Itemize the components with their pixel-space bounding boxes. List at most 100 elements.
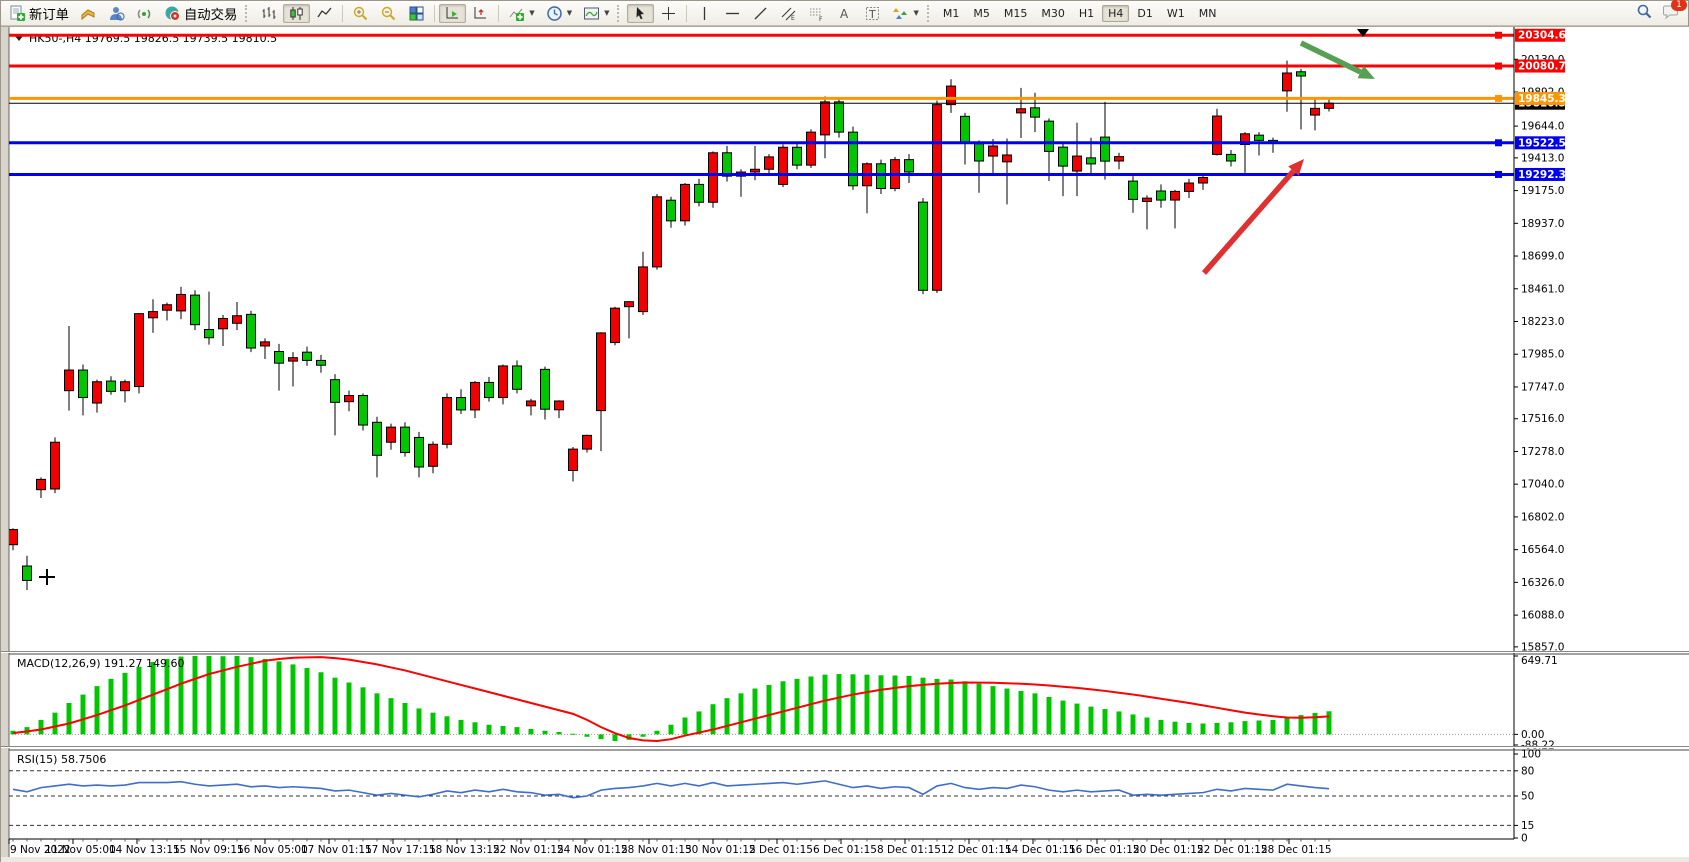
timeframe-M5[interactable]: M5 — [973, 6, 990, 20]
svg-text:50: 50 — [1521, 791, 1534, 803]
cursor-tool-icon[interactable] — [627, 3, 655, 23]
price-tag-19845.3: 19845.3 — [1515, 91, 1566, 105]
bar-chart-type-icon[interactable] — [255, 4, 282, 23]
svg-text:14 Nov 13:15: 14 Nov 13:15 — [109, 844, 180, 856]
svg-text:16 Dec 01:15: 16 Dec 01:15 — [1069, 844, 1140, 856]
svg-text:20 Dec 01:15: 20 Dec 01:15 — [1133, 844, 1204, 856]
toolbar-separator — [498, 4, 500, 22]
zoom-in-icon[interactable] — [347, 4, 374, 23]
svg-text:0: 0 — [1521, 833, 1528, 845]
toolbar-separator — [686, 4, 688, 22]
notification-badge: 1 — [1671, 0, 1687, 11]
templates-button[interactable]: ▼ — [578, 2, 614, 24]
timeframe-MN[interactable]: MN — [1198, 6, 1217, 20]
svg-text:17 Nov 01:15: 17 Nov 01:15 — [301, 844, 372, 856]
timeframe-H1[interactable]: H1 — [1078, 6, 1095, 20]
svg-text:T: T — [868, 8, 876, 21]
search-icon[interactable] — [1636, 3, 1653, 20]
indicators-icon — [508, 5, 525, 22]
timeframe-M30[interactable]: M30 — [1041, 6, 1065, 20]
svg-text:18223.0: 18223.0 — [1521, 316, 1564, 328]
svg-text:8 Dec 01:15: 8 Dec 01:15 — [877, 844, 941, 856]
rsi-pane: RSI(15) 58.7506 100 80 50 150 — [1, 746, 1689, 845]
line-chart-type-icon[interactable] — [311, 4, 338, 23]
trendline-tool-icon[interactable] — [747, 4, 774, 23]
svg-text:649.71: 649.71 — [1521, 655, 1558, 667]
auto-scroll-icon[interactable] — [439, 3, 467, 23]
toolbar-separator — [342, 4, 344, 22]
chart-background: HK50-,H4 19769.5 19826.5 19739.5 19810.5 — [1, 26, 1689, 862]
price-axis[interactable]: 20130.019892.019644.019413.019175.018937… — [1513, 27, 1566, 839]
timeframe-W1[interactable]: W1 — [1166, 6, 1185, 20]
price-tag-20304.6: 20304.6 — [1515, 28, 1566, 42]
new-order-button[interactable]: 新订单 — [4, 3, 74, 23]
text-label-tool-icon[interactable]: T — [859, 4, 886, 23]
annotations-layer[interactable] — [39, 29, 1375, 585]
autotrading-label: 自动交易 — [183, 6, 238, 22]
svg-text:20080.7: 20080.7 — [1518, 61, 1566, 73]
svg-text:17747.0: 17747.0 — [1521, 381, 1564, 393]
svg-text:28 Nov 01:15: 28 Nov 01:15 — [621, 844, 692, 856]
svg-text:18461.0: 18461.0 — [1521, 283, 1564, 295]
timeframe-H4[interactable]: H4 — [1102, 4, 1130, 22]
svg-text:6 Dec 01:15: 6 Dec 01:15 — [813, 844, 877, 856]
timeframe-D1[interactable]: D1 — [1137, 6, 1153, 20]
fibonacci-tool-icon[interactable]: F — [803, 4, 830, 23]
clock-icon — [546, 5, 563, 22]
mql-community-icon[interactable] — [103, 4, 130, 23]
svg-text:17985.0: 17985.0 — [1521, 349, 1564, 361]
svg-text:2 Dec 01:15: 2 Dec 01:15 — [749, 844, 813, 856]
zoom-out-icon[interactable] — [375, 4, 402, 23]
candles-layer — [9, 60, 1334, 591]
history-center-icon[interactable] — [75, 4, 102, 23]
svg-text:19413.0: 19413.0 — [1521, 152, 1564, 164]
candlestick-chart-type-icon[interactable] — [283, 3, 311, 23]
svg-text:30 Nov 01:15: 30 Nov 01:15 — [685, 844, 756, 856]
svg-text:22 Nov 01:15: 22 Nov 01:15 — [493, 844, 564, 856]
svg-text:14 Dec 01:15: 14 Dec 01:15 — [1005, 844, 1076, 856]
timeframe-M15[interactable]: M15 — [1003, 6, 1028, 20]
equidistant-channel-tool-icon[interactable]: E — [775, 4, 802, 23]
svg-text:17 Nov 17:15: 17 Nov 17:15 — [365, 844, 436, 856]
arrows-tool-button[interactable]: ▼ — [887, 2, 923, 24]
tile-windows-icon[interactable] — [403, 4, 430, 23]
periods-button[interactable]: ▼ — [541, 2, 577, 24]
toolbar-grip[interactable] — [926, 4, 934, 22]
dropdown-caret-icon: ▼ — [913, 9, 919, 17]
chart-shift-icon[interactable] — [467, 4, 494, 23]
svg-text:19175.0: 19175.0 — [1521, 185, 1564, 197]
crosshair-tool-icon[interactable] — [655, 4, 682, 23]
text-tool-icon[interactable]: A — [831, 4, 858, 23]
toolbar-right-group: 1 — [1636, 0, 1687, 20]
svg-text:16564.0: 16564.0 — [1521, 544, 1564, 556]
notifications-button[interactable]: 1 — [1663, 0, 1687, 20]
svg-text:12 Dec 01:15: 12 Dec 01:15 — [941, 844, 1012, 856]
svg-text:17040.0: 17040.0 — [1521, 479, 1564, 491]
toolbar-grip[interactable] — [245, 4, 252, 22]
level-lines-layer[interactable] — [9, 31, 1514, 178]
svg-text:20304.6: 20304.6 — [1518, 30, 1566, 42]
indicators-button[interactable]: ▼ — [503, 2, 539, 24]
svg-text:16088.0: 16088.0 — [1521, 610, 1564, 622]
green-down-arrow[interactable] — [1299, 40, 1375, 79]
svg-text:A: A — [840, 7, 849, 21]
cross-marker[interactable] — [39, 569, 55, 585]
toolbar-separator — [434, 4, 436, 22]
svg-text:E: E — [791, 15, 795, 22]
toolbar-grip[interactable] — [617, 4, 624, 22]
timeframe-M1[interactable]: M1 — [942, 6, 960, 20]
vertical-line-tool-icon[interactable] — [691, 4, 718, 23]
new-order-label: 新订单 — [29, 6, 69, 22]
red-up-arrow[interactable] — [1201, 159, 1304, 275]
autotrading-button[interactable]: 自动交易 — [159, 3, 242, 23]
dropdown-caret-icon: ▼ — [529, 9, 535, 17]
horizontal-line-tool-icon[interactable] — [719, 4, 746, 23]
triangle-marker — [1357, 29, 1369, 37]
svg-text:16802.0: 16802.0 — [1521, 511, 1564, 523]
signals-icon[interactable] — [131, 4, 158, 23]
svg-text:80: 80 — [1521, 765, 1534, 777]
svg-text:18937.0: 18937.0 — [1521, 218, 1564, 230]
